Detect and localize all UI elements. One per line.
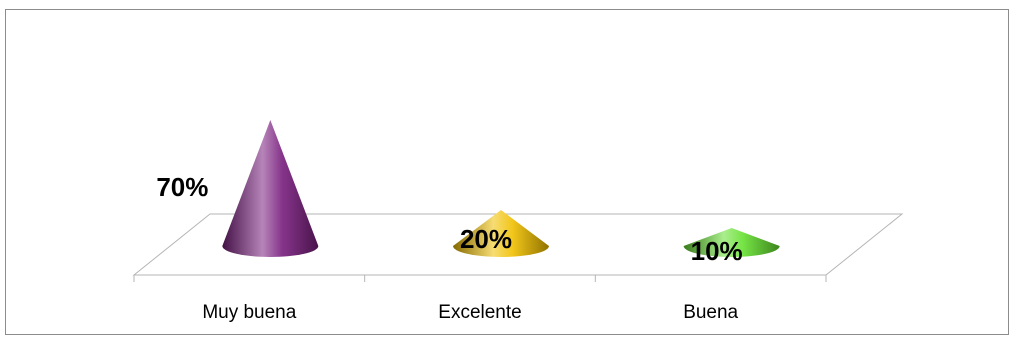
category-label: Muy buena [202,302,296,323]
data-label: 10% [691,236,743,266]
cone-buena [683,228,780,258]
cone-muy-buena [222,120,319,258]
data-label: 70% [156,172,208,202]
data-label: 20% [460,224,512,254]
category-axis [133,274,827,282]
chart-area [5,9,1009,335]
cone-excelente [453,210,549,257]
category-label: Buena [683,302,738,323]
category-label: Excelente [438,302,521,323]
